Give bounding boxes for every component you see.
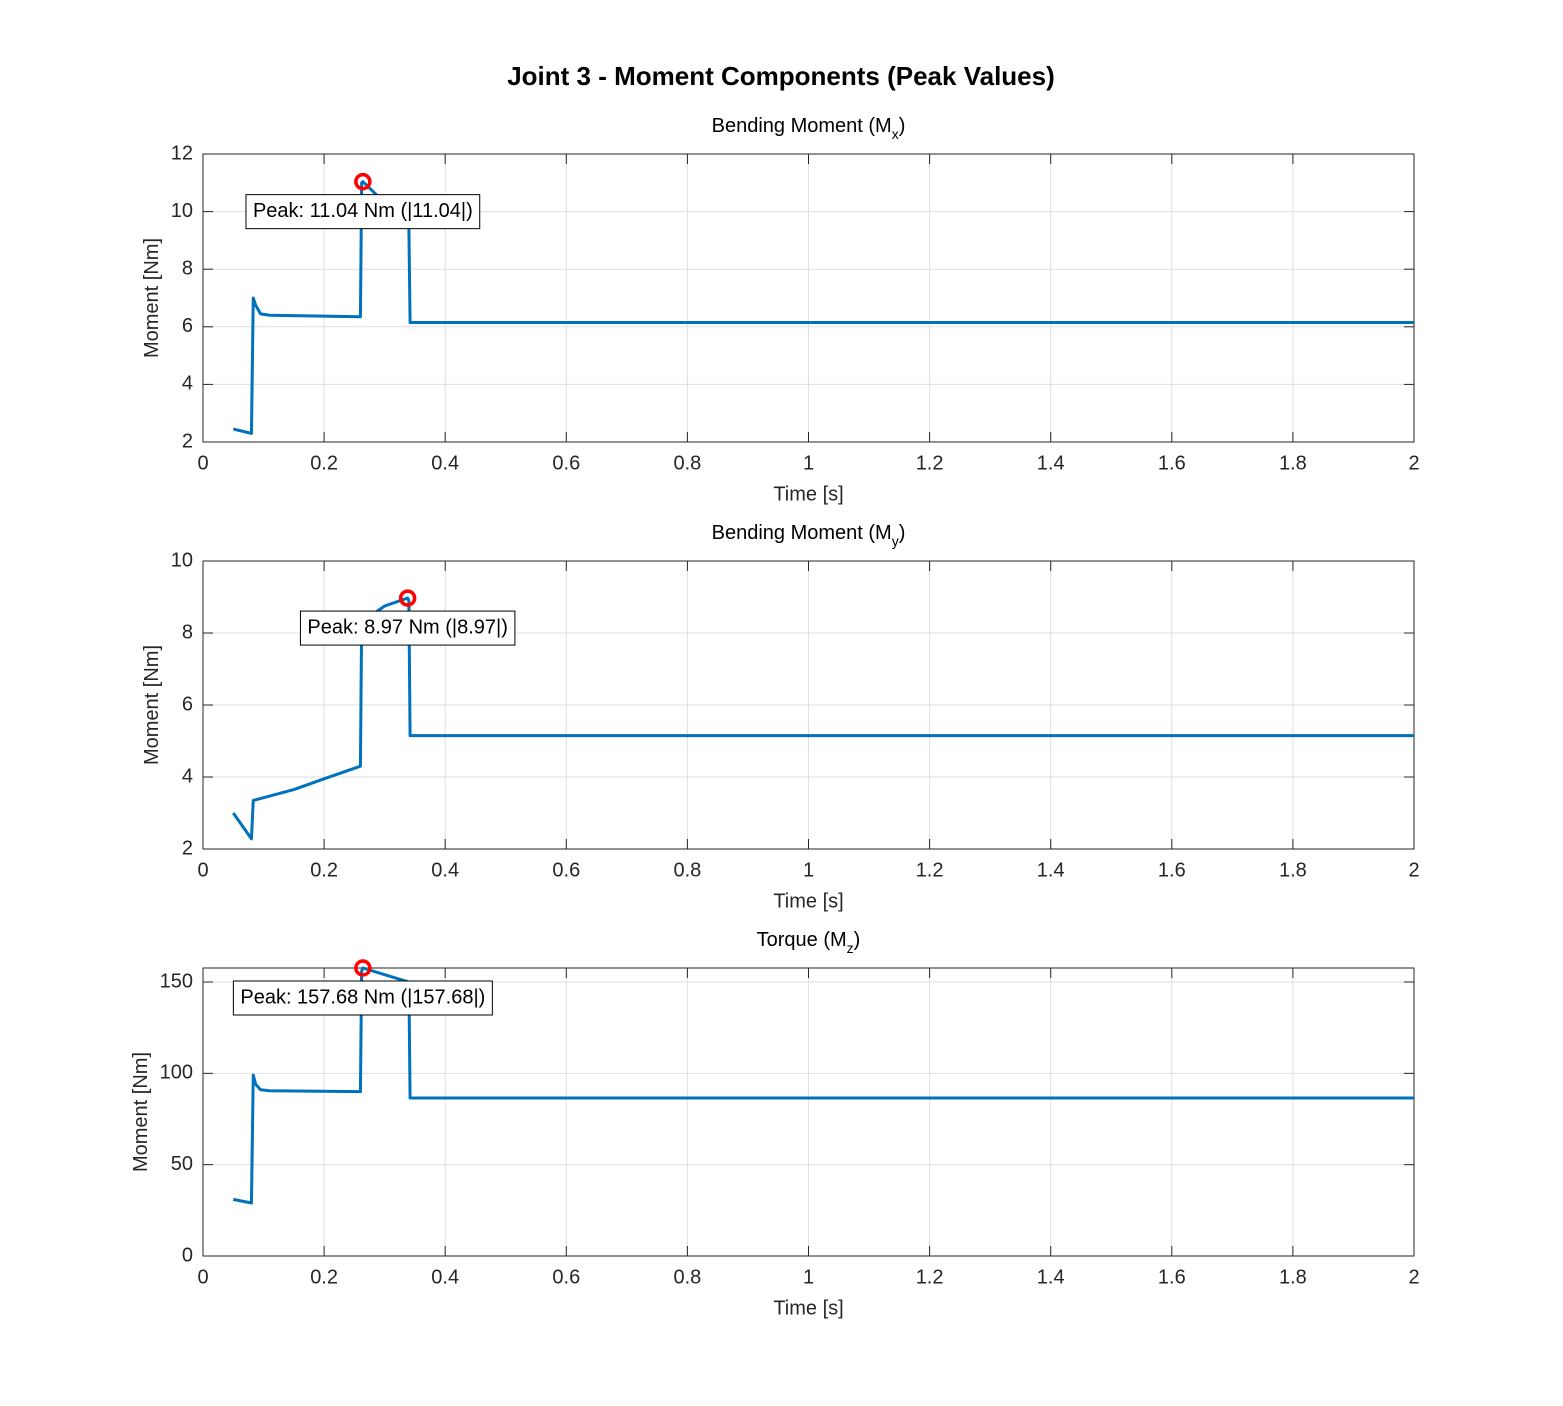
x-tick-label: 1.8 [1279,1266,1307,1288]
x-tick-label: 0.4 [431,1266,459,1288]
x-tick-label: 1.4 [1037,452,1065,474]
x-tick-label: 0.4 [431,859,459,881]
x-tick-label: 2 [1408,452,1419,474]
x-tick-label: 1.4 [1037,859,1065,881]
y-axis-label: Moment [Nm] [130,1052,152,1172]
x-axis-label: Time [s] [773,890,843,912]
annotation-box [299,610,516,646]
x-tick-label: 1.2 [916,452,944,474]
title-part: Torque (M [757,929,847,951]
title-part: Bending Moment (M [712,522,892,544]
annotation-box [232,980,493,1016]
y-tick-label: 6 [182,315,193,337]
x-tick-label: 0.8 [673,452,701,474]
x-tick-label: 1 [803,859,814,881]
peak-marker [398,589,417,607]
y-axis-label: Moment [Nm] [141,645,163,765]
x-tick-label: 0.2 [310,1266,338,1288]
subplot-title: Torque (Mz) [757,929,861,955]
peak-annotation: Peak: 11.04 Nm (|11.04|) [245,194,481,230]
axes-box [202,560,1415,850]
y-tick-label: 12 [171,142,193,164]
x-axis-label: Time [s] [773,483,843,505]
title-part: x [892,126,899,142]
x-tick-label: 0.6 [552,859,580,881]
y-tick-label: 10 [171,549,193,571]
title-part: ) [899,115,906,137]
title-part: ) [854,929,861,951]
peak-marker [354,172,372,191]
x-tick-label: 0.4 [431,452,459,474]
x-tick-label: 0.8 [673,1266,701,1288]
x-tick-label: 0.2 [310,452,338,474]
data-line [232,180,1414,435]
annotation-text: Peak: 11.04 Nm (|11.04|) [253,200,473,222]
x-tick-label: 0.6 [552,452,580,474]
y-tick-label: 100 [160,1062,193,1084]
data-line [232,596,1414,841]
y-tick-label: 6 [182,693,193,715]
x-tick-label: 2 [1408,859,1419,881]
x-tick-label: 0 [197,1266,208,1288]
annotation-text: Peak: 157.68 Nm (|157.68|) [240,986,485,1008]
peak-annotation: Peak: 157.68 Nm (|157.68|) [232,980,493,1016]
annotation-box [245,194,481,230]
x-tick-label: 1.8 [1279,452,1307,474]
y-tick-label: 8 [182,257,193,279]
title-part: Bending Moment (M [712,115,892,137]
x-tick-label: 1 [803,452,814,474]
x-tick-label: 0 [197,859,208,881]
y-axis-label: Moment [Nm] [141,238,163,358]
annotation-text: Peak: 8.97 Nm (|8.97|) [307,616,507,638]
x-tick-label: 1.8 [1279,859,1307,881]
x-tick-label: 0.8 [673,859,701,881]
x-tick-label: 1.2 [916,1266,944,1288]
x-tick-label: 2 [1408,1266,1419,1288]
x-tick-label: 0 [197,452,208,474]
title-part: z [847,940,854,956]
y-tick-label: 4 [182,373,193,395]
x-tick-label: 1.6 [1158,859,1186,881]
axes-box [202,967,1415,1257]
x-tick-label: 1.2 [916,859,944,881]
title-part: y [892,533,899,549]
x-tick-label: 1.6 [1158,452,1186,474]
x-tick-label: 0.2 [310,859,338,881]
figure-title: Joint 3 - Moment Components (Peak Values… [507,61,1055,91]
y-tick-label: 4 [182,765,193,787]
y-tick-label: 8 [182,621,193,643]
y-tick-label: 50 [171,1153,193,1175]
x-tick-label: 0.6 [552,1266,580,1288]
x-tick-label: 1 [803,1266,814,1288]
x-tick-label: 1.4 [1037,1266,1065,1288]
y-tick-label: 0 [182,1244,193,1266]
y-tick-label: 10 [171,200,193,222]
subplot-title: Bending Moment (My) [712,522,906,548]
y-tick-label: 2 [182,430,193,452]
peak-annotation: Peak: 8.97 Nm (|8.97|) [299,610,516,646]
x-tick-label: 1.6 [1158,1266,1186,1288]
subplot-title: Bending Moment (Mx) [712,115,906,141]
y-tick-label: 2 [182,837,193,859]
title-part: ) [899,522,906,544]
peak-marker [354,959,372,977]
axes-box [202,153,1415,443]
x-axis-label: Time [s] [773,1297,843,1319]
y-tick-label: 150 [160,970,193,992]
